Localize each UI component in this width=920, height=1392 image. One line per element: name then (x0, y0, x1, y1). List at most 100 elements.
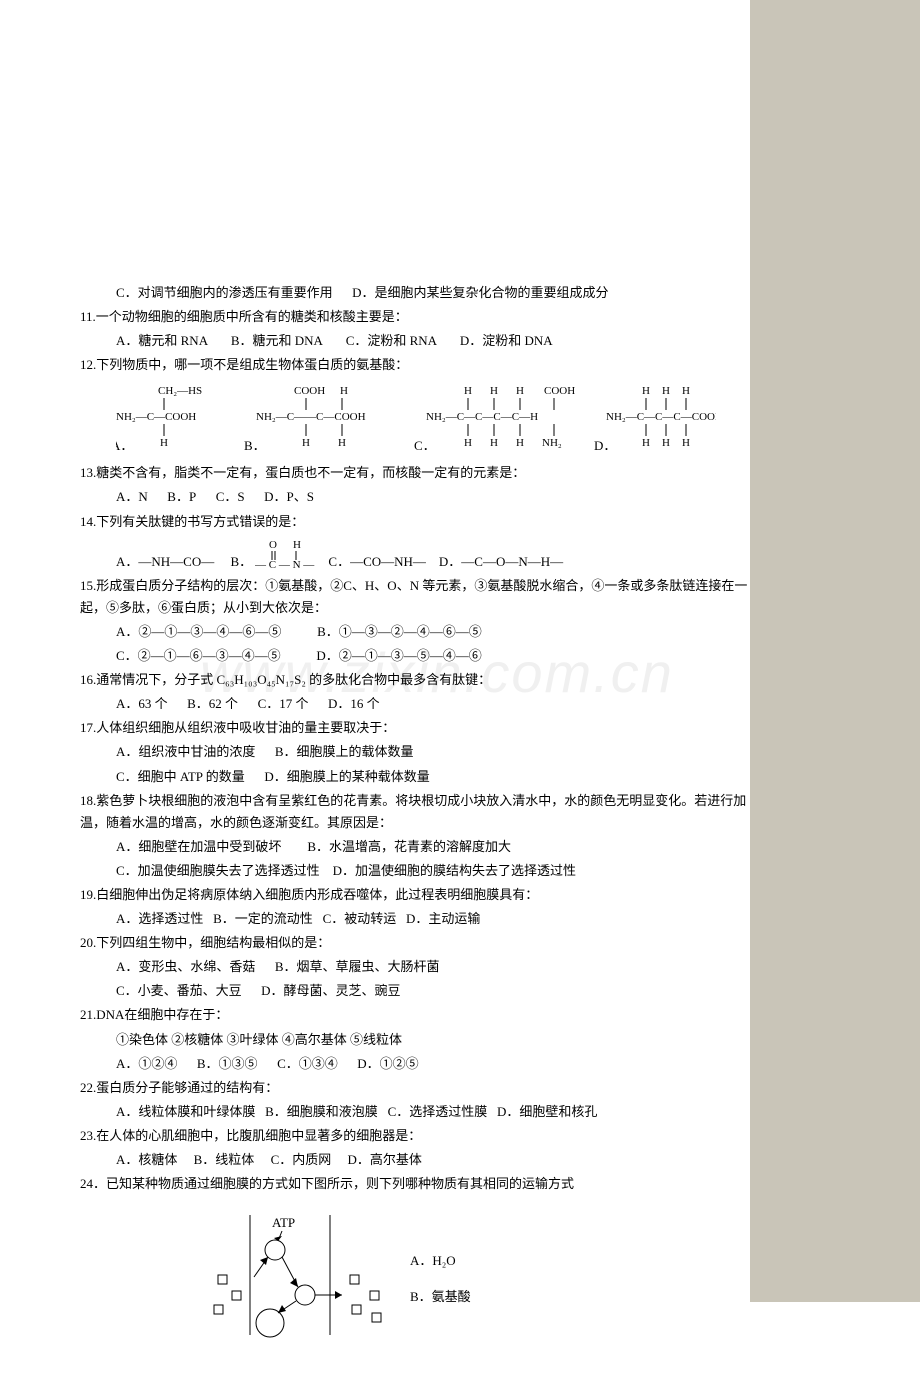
q11-options: A．糖元和 RNA B．糖元和 DNA C．淀粉和 RNA D．淀粉和 DNA (80, 330, 760, 352)
option-text: B．一定的流动性 (213, 911, 313, 926)
amino-acid-structures: CH₂—HS NH₂—C—COOH H A． COOH H NH₂—C——C—C… (116, 382, 716, 452)
option-text: D．②—①—③—⑤—④—⑥ (316, 648, 481, 663)
svg-text:NH₂—C—C—C—COOH: NH₂—C—C—C—COOH (606, 411, 716, 423)
q21-options: A．①②④ B．①③⑤ C．①③④ D．①②⑤ (80, 1053, 760, 1075)
svg-text:H: H (338, 437, 346, 449)
q14-stem: 14.下列有关肽键的书写方式错误的是： (80, 511, 760, 533)
q23-stem: 23.在人体的心肌细胞中，比腹肌细胞中显著多的细胞器是： (80, 1125, 760, 1147)
q15-options-1: A．②—①—③—④—⑥—⑤ B．①—③—②—④—⑥—⑤ (80, 621, 760, 643)
svg-text:H: H (490, 385, 498, 397)
option-text: D．加温使细胞的膜结构失去了选择透过性 (333, 863, 576, 878)
q11-stem: 11.一个动物细胞的细胞质中所含有的糖类和核酸主要是： (80, 306, 760, 328)
option-text: A．细胞壁在加温中受到破坏 (116, 839, 281, 854)
q22-options: A．线粒体膜和叶绿体膜 B．细胞膜和液泡膜 C．选择透过性膜 D．细胞壁和核孔 (80, 1101, 760, 1123)
option-text: C．①③④ (277, 1056, 338, 1071)
option-text: A．—NH—CO— (116, 554, 214, 569)
q18-stem: 18.紫色萝卜块根细胞的液泡中含有呈紫红色的花青素。将块根切成小块放入清水中，水… (80, 790, 760, 834)
option-text: A．①②④ (116, 1056, 177, 1071)
q24-diagram: ATPA．H₂OB．氨基酸 (200, 1205, 760, 1352)
svg-text:COOH: COOH (544, 385, 575, 397)
option-text: D．高尔基体 (347, 1152, 421, 1167)
q20-options-2: C．小麦、番茄、大豆 D．酵母菌、灵芝、豌豆 (80, 980, 760, 1002)
q22-stem: 22.蛋白质分子能够通过的结构有： (80, 1077, 760, 1099)
option-text: C．—CO—NH— (328, 554, 426, 569)
option-text: A．线粒体膜和叶绿体膜 (116, 1104, 255, 1119)
right-sidebar (750, 0, 920, 1302)
svg-text:H: H (642, 385, 650, 397)
q24-stem: 24．已知某种物质通过细胞膜的方式如下图所示，则下列哪种物质有其相同的运输方式 (80, 1173, 760, 1195)
svg-text:H: H (516, 385, 524, 397)
option-text: B．①③⑤ (197, 1056, 258, 1071)
option-text: B． (230, 554, 252, 569)
option-text: B．P (167, 489, 196, 504)
svg-text:H: H (464, 385, 472, 397)
svg-text:H: H (464, 437, 472, 449)
svg-text:H: H (293, 539, 301, 551)
q16-stem: 16.通常情况下，分子式 C₆₃H₁₀₃O₄₅N₁₇S₂ 的多肽化合物中最多含有… (80, 669, 760, 691)
option-text: C．S (216, 489, 245, 504)
option-text: B．①—③—②—④—⑥—⑤ (317, 624, 482, 639)
option-text: D．—C—O—N—H— (439, 554, 563, 569)
option-text: B．细胞膜和液泡膜 (265, 1104, 378, 1119)
option-text: D．细胞膜上的某种载体数量 (264, 769, 429, 784)
option-text: A．N (116, 489, 148, 504)
option-text: D．P、S (264, 489, 314, 504)
option-text: D．①②⑤ (357, 1056, 418, 1071)
svg-text:H: H (682, 385, 690, 397)
option-text: B．糖元和 DNA (231, 333, 323, 348)
option-text: C．选择透过性膜 (388, 1104, 488, 1119)
option-text: B．线粒体 (194, 1152, 255, 1167)
q17-options-2: C．细胞中 ATP 的数量 D．细胞膜上的某种载体数量 (80, 766, 760, 788)
q12-stem: 12.下列物质中，哪一项不是组成生物体蛋白质的氨基酸： (80, 354, 760, 376)
svg-text:H: H (340, 385, 348, 397)
option-text: A．选择透过性 (116, 911, 203, 926)
option-text: D．主动运输 (406, 911, 480, 926)
svg-text:H: H (160, 437, 168, 449)
option-text: C．对调节细胞内的渗透压有重要作用 (116, 285, 333, 300)
svg-text:NH₂—C—C—C—C—H: NH₂—C—C—C—C—H (426, 411, 538, 423)
option-text: B．细胞膜上的载体数量 (275, 744, 414, 759)
membrane-transport-icon: ATPA．H₂OB．氨基酸 (200, 1205, 500, 1345)
option-text: C．17 个 (258, 696, 309, 711)
svg-text:H: H (662, 385, 670, 397)
q20-stem: 20.下列四组生物中，细胞结构最相似的是： (80, 932, 760, 954)
option-text: B．62 个 (187, 696, 238, 711)
q18-options-1: A．细胞壁在加温中受到破坏 B．水温增高，花青素的溶解度加大 (80, 836, 760, 858)
q13-options: A．N B．P C．S D．P、S (80, 486, 760, 508)
svg-text:C．: C． (414, 438, 436, 452)
svg-text:D．: D． (594, 438, 616, 452)
svg-text:H: H (516, 437, 524, 449)
q18-options-2: C．加温使细胞膜失去了选择透过性 D．加温使细胞的膜结构失去了选择透过性 (80, 860, 760, 882)
option-text: A．63 个 (116, 696, 168, 711)
option-text: B．烟草、草履虫、大肠杆菌 (275, 959, 440, 974)
q13-stem: 13.糖类不含有，脂类不一定有，蛋白质也不一定有，而核酸一定有的元素是： (80, 462, 760, 484)
q10-option-c-d: C．对调节细胞内的渗透压有重要作用 D．是细胞内某些复杂化合物的重要组成成分 (80, 282, 760, 304)
svg-text:B．: B． (244, 438, 266, 452)
option-text: D．16 个 (328, 696, 380, 711)
option-text: C．加温使细胞膜失去了选择透过性 (116, 863, 320, 878)
q17-stem: 17.人体组织细胞从组织液中吸收甘油的量主要取决于： (80, 717, 760, 739)
svg-text:H: H (662, 437, 670, 449)
svg-text:COOH: COOH (294, 385, 325, 397)
q21-stem: 21.DNA在细胞中存在于： (80, 1004, 760, 1026)
option-text: A．组织液中甘油的浓度 (116, 744, 255, 759)
option-text: A．②—①—③—④—⑥—⑤ (116, 624, 281, 639)
q20-options-1: A．变形虫、水绵、香菇 B．烟草、草履虫、大肠杆菌 (80, 956, 760, 978)
option-text: A．变形虫、水绵、香菇 (116, 959, 255, 974)
q21-items: ①染色体 ②核糖体 ③叶绿体 ④高尔基体 ⑤线粒体 (80, 1029, 760, 1051)
svg-text:A．H₂O: A．H₂O (410, 1253, 456, 1268)
peptide-bond-b-icon: O H — C — N — (255, 538, 315, 570)
svg-text:A．: A． (116, 438, 133, 452)
q19-stem: 19.白细胞伸出伪足将病原体纳入细胞质内形成吞噬体，此过程表明细胞膜具有： (80, 884, 760, 906)
q12-formulas: CH₂—HS NH₂—C—COOH H A． COOH H NH₂—C——C—C… (80, 382, 760, 452)
option-text: A．核糖体 (116, 1152, 177, 1167)
option-text: C．细胞中 ATP 的数量 (116, 769, 245, 784)
option-text: C．淀粉和 RNA (346, 333, 437, 348)
svg-text:H: H (302, 437, 310, 449)
svg-text:H: H (682, 437, 690, 449)
option-text: D．是细胞内某些复杂化合物的重要组成成分 (352, 285, 608, 300)
option-text: D．酵母菌、灵芝、豌豆 (261, 983, 400, 998)
svg-text:ATP: ATP (272, 1215, 295, 1230)
q17-options-1: A．组织液中甘油的浓度 B．细胞膜上的载体数量 (80, 741, 760, 763)
option-text: C．②—①—⑥—③—④—⑤ (116, 648, 281, 663)
